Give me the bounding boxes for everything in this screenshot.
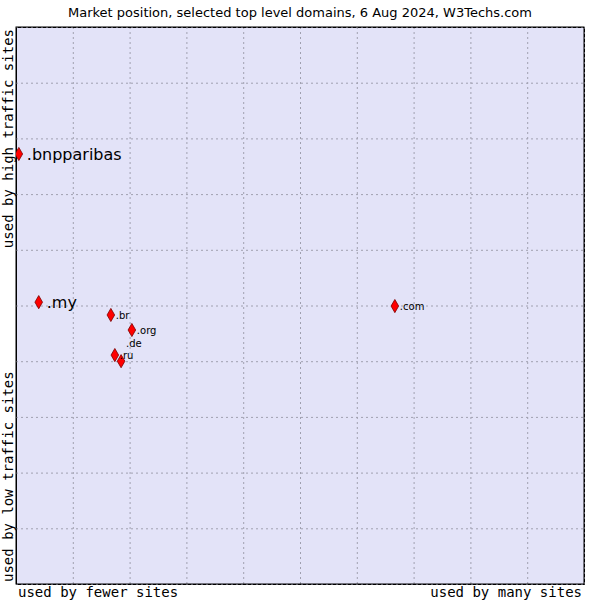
y-grid-line: [16, 306, 584, 307]
y-grid-line: [16, 194, 584, 195]
x-tick: [243, 27, 244, 584]
point: [35, 296, 43, 309]
point-label: .br: [116, 310, 131, 321]
point: [391, 299, 399, 312]
point: [16, 147, 23, 160]
y-axis-label: used by low traffic sites: [0, 371, 16, 582]
plot-background: [16, 27, 584, 584]
y-grid-line: [16, 138, 584, 139]
y-grid-line: [16, 361, 584, 362]
x-grid-line: [243, 27, 244, 584]
y-grid-line: [16, 83, 584, 84]
x-grid-line: [130, 27, 131, 584]
title: Market position, selected top level doma…: [68, 5, 532, 20]
chart: .bnpparibas .my .br .org .ru.de .com Market po…: [0, 0, 600, 600]
y-tick: [16, 417, 584, 418]
y-axis-label: used by high traffic sites: [0, 29, 16, 248]
point-label: .bnpparibas: [27, 145, 122, 164]
y-axis-line: [17, 28, 585, 585]
x-tick: [130, 27, 131, 584]
y-tick: [16, 83, 584, 84]
y-tick: [16, 138, 584, 139]
y-grid-line: [16, 250, 584, 251]
y-tick: [16, 250, 584, 251]
x-axis-label: used by fewer sites: [18, 584, 178, 600]
y-tick: [16, 473, 584, 474]
y-grid-line: [16, 473, 584, 474]
point-label: .ru: [120, 350, 134, 361]
x-axis-label: used by many sites: [430, 584, 582, 600]
point-label: .de: [126, 338, 142, 349]
y-tick: [16, 194, 584, 195]
x-axis-line: [17, 27, 585, 585]
point: [107, 308, 115, 321]
x-tick: [300, 27, 301, 584]
point: [128, 323, 136, 336]
y-axis: [16, 28, 584, 585]
x-axis: [17, 27, 585, 585]
point-label: .my: [47, 293, 77, 312]
point-label: .org: [137, 325, 157, 336]
points: [16, 147, 399, 367]
point: [111, 348, 119, 361]
y-tick: [16, 306, 584, 307]
y-tick: [16, 361, 584, 362]
y-grid-line: [16, 417, 584, 418]
point-label: .com: [400, 301, 425, 312]
y-grid-line: [16, 528, 584, 529]
plot-frame: [16, 27, 584, 584]
x-grid-line: [300, 27, 301, 584]
y-tick: [16, 528, 584, 529]
